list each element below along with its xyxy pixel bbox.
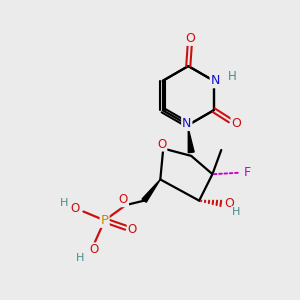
Text: N: N xyxy=(211,74,220,87)
Text: O: O xyxy=(90,243,99,256)
Text: O: O xyxy=(224,197,234,210)
Text: H: H xyxy=(60,198,68,208)
Text: O: O xyxy=(157,138,167,151)
Text: O: O xyxy=(185,32,195,45)
Text: H: H xyxy=(76,253,84,263)
Text: O: O xyxy=(128,223,137,236)
Polygon shape xyxy=(188,128,194,153)
Polygon shape xyxy=(142,179,160,202)
Text: P: P xyxy=(101,214,109,227)
Text: H: H xyxy=(232,207,240,217)
Text: H: H xyxy=(228,70,236,83)
Text: N: N xyxy=(182,117,191,130)
Text: O: O xyxy=(119,193,128,206)
Text: O: O xyxy=(70,202,79,215)
Text: O: O xyxy=(232,117,242,130)
Text: F: F xyxy=(243,166,250,179)
